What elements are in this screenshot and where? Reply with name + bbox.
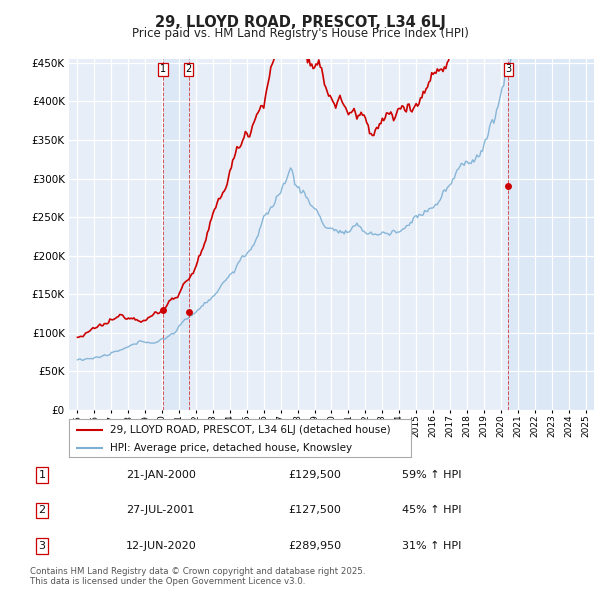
Text: 29, LLOYD ROAD, PRESCOT, L34 6LJ (detached house): 29, LLOYD ROAD, PRESCOT, L34 6LJ (detach…	[110, 425, 391, 435]
Text: 2: 2	[38, 506, 46, 515]
Text: Price paid vs. HM Land Registry's House Price Index (HPI): Price paid vs. HM Land Registry's House …	[131, 27, 469, 40]
Text: 1: 1	[38, 470, 46, 480]
Text: £289,950: £289,950	[288, 541, 341, 550]
Text: 59% ↑ HPI: 59% ↑ HPI	[402, 470, 461, 480]
Text: 3: 3	[38, 541, 46, 550]
Text: This data is licensed under the Open Government Licence v3.0.: This data is licensed under the Open Gov…	[30, 577, 305, 586]
Text: 27-JUL-2001: 27-JUL-2001	[126, 506, 194, 515]
Text: 12-JUN-2020: 12-JUN-2020	[126, 541, 197, 550]
Bar	[163, 59, 189, 410]
Text: Contains HM Land Registry data © Crown copyright and database right 2025.: Contains HM Land Registry data © Crown c…	[30, 568, 365, 576]
Text: 3: 3	[505, 64, 511, 74]
Text: 29, LLOYD ROAD, PRESCOT, L34 6LJ: 29, LLOYD ROAD, PRESCOT, L34 6LJ	[155, 15, 445, 30]
Text: HPI: Average price, detached house, Knowsley: HPI: Average price, detached house, Know…	[110, 442, 352, 453]
Text: 2: 2	[185, 64, 192, 74]
Text: 1: 1	[160, 64, 166, 74]
Text: 45% ↑ HPI: 45% ↑ HPI	[402, 506, 461, 515]
Text: £129,500: £129,500	[288, 470, 341, 480]
Text: 31% ↑ HPI: 31% ↑ HPI	[402, 541, 461, 550]
Text: 21-JAN-2000: 21-JAN-2000	[126, 470, 196, 480]
Bar	[508, 59, 594, 410]
Text: £127,500: £127,500	[288, 506, 341, 515]
